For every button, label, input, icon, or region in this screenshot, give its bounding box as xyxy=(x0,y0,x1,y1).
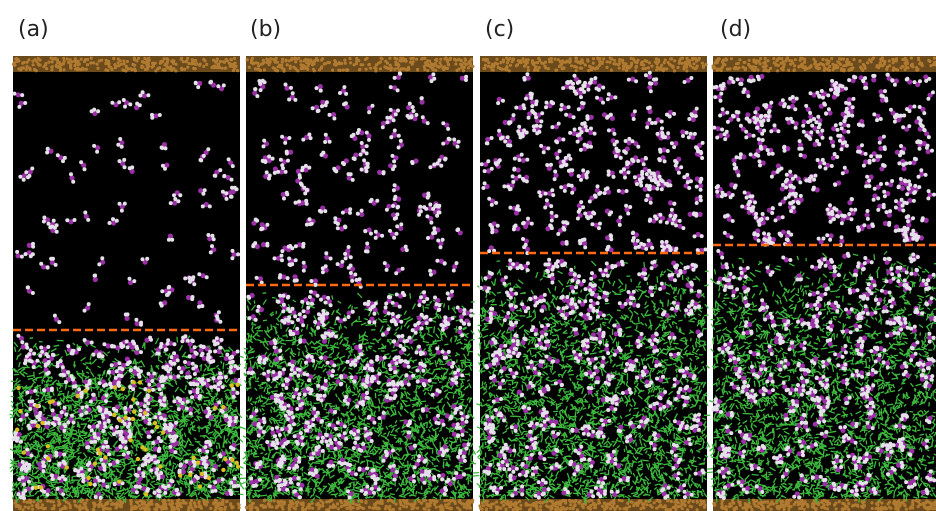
panel-label: (b) xyxy=(250,17,281,42)
panel: (d) xyxy=(709,17,936,511)
molecule-hydrogen xyxy=(478,70,708,500)
panel: (a) xyxy=(9,17,247,511)
molecule-hydrogen xyxy=(711,72,936,500)
panel: (b) xyxy=(242,17,480,511)
panel-label: (d) xyxy=(720,17,751,42)
molecule-carbon xyxy=(714,73,935,497)
molecule-carbon xyxy=(247,74,471,498)
panel-label: (c) xyxy=(485,17,514,42)
panel-label: (a) xyxy=(18,17,49,42)
panel: (c) xyxy=(476,17,714,511)
